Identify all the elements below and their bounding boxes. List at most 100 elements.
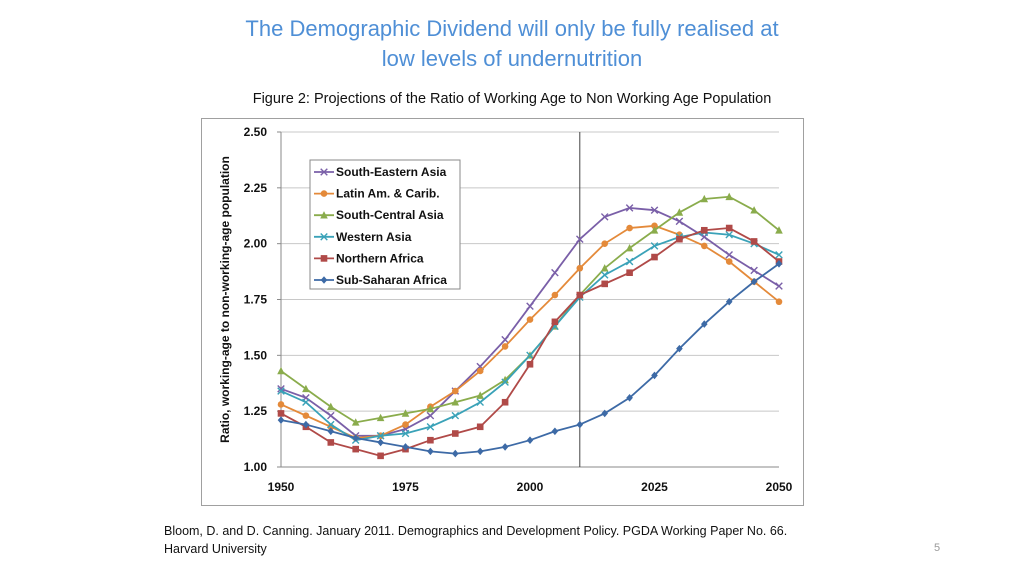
data-point-sub-saharan-africa (676, 344, 683, 353)
data-point-western-asia (501, 378, 509, 386)
data-point-south-central-asia (351, 418, 360, 426)
data-point-northern-africa (676, 235, 683, 243)
slide-title: The Demographic Dividend will only be fu… (112, 14, 912, 74)
data-point-northern-africa (476, 423, 484, 431)
data-point-sub-saharan-africa (277, 416, 285, 424)
data-point-latin-am-carib (402, 421, 409, 428)
data-point-northern-africa (576, 291, 584, 299)
data-point-northern-africa (327, 439, 335, 446)
data-point-western-asia (451, 411, 460, 420)
data-point-western-asia (725, 230, 733, 239)
data-point-south-central-asia (376, 413, 385, 422)
data-point-northern-africa (501, 398, 509, 406)
y-tick-label: 2.50 (244, 125, 268, 139)
data-point-northern-africa (427, 436, 434, 444)
data-point-latin-am-carib (725, 258, 733, 265)
data-point-western-asia (376, 431, 385, 440)
data-point-northern-africa (626, 269, 633, 276)
data-point-sub-saharan-africa (725, 297, 733, 306)
data-point-northern-africa (701, 226, 708, 234)
y-tick-label: 1.75 (244, 293, 268, 307)
data-point-sub-saharan-africa (775, 259, 783, 268)
data-point-northern-africa (452, 430, 459, 437)
data-point-western-asia (526, 351, 534, 360)
series-latin-am-carib (277, 222, 783, 442)
data-point-latin-am-carib (601, 240, 608, 247)
data-point-latin-am-carib (775, 298, 783, 306)
data-point-south-eastern-asia (750, 266, 758, 275)
data-point-sub-saharan-africa (402, 443, 409, 451)
data-point-sub-saharan-africa (626, 393, 633, 402)
legend-label-western-asia: Western Asia (336, 230, 412, 244)
legend-label-latin-am-carib: Latin Am. & Carib. (336, 187, 440, 201)
data-point-western-asia (476, 398, 484, 407)
data-point-south-central-asia (750, 206, 758, 214)
data-point-northern-africa (277, 410, 285, 417)
data-point-western-asia (625, 257, 634, 266)
series-sub-saharan-africa (277, 259, 783, 458)
data-point-south-central-asia (476, 391, 484, 399)
data-point-south-eastern-asia (277, 385, 285, 393)
citation-line-1: Bloom, D. and D. Canning. January 2011. … (164, 524, 788, 538)
data-point-south-eastern-asia (576, 235, 584, 243)
chart-frame: 1.00 1.25 1.50 1.75 2.00 2.25 2.50 1950 1975 2000… (201, 118, 804, 506)
legend-swatch-marker-south-central-asia (320, 211, 328, 219)
data-point-south-eastern-asia (650, 206, 659, 214)
data-point-sub-saharan-africa (501, 443, 509, 451)
data-point-western-asia (277, 387, 285, 395)
data-point-northern-africa (377, 452, 384, 460)
data-point-western-asia (401, 429, 410, 438)
legend-swatch-marker-western-asia (320, 233, 328, 241)
data-point-latin-am-carib (501, 343, 509, 350)
legend-swatch-marker-northern-africa (320, 255, 328, 262)
data-point-south-eastern-asia (501, 335, 509, 344)
data-point-south-central-asia (650, 226, 659, 234)
data-point-south-eastern-asia (600, 213, 609, 221)
data-point-northern-africa (601, 280, 608, 288)
data-point-northern-africa (352, 445, 359, 453)
data-point-sub-saharan-africa (576, 420, 584, 429)
data-point-south-eastern-asia (327, 411, 335, 420)
slide-title-line-2: low levels of undernutrition (381, 46, 643, 71)
data-point-northern-africa (725, 224, 733, 232)
data-point-western-asia (426, 423, 435, 431)
data-point-sub-saharan-africa (377, 438, 384, 447)
legend-swatch-marker-latin-am-carib (320, 190, 328, 197)
data-point-sub-saharan-africa (601, 409, 608, 418)
y-tick-label: 1.00 (244, 460, 268, 474)
x-tick-label: 1975 (392, 480, 419, 494)
data-point-sub-saharan-africa (302, 420, 310, 429)
y-tick-label: 1.50 (244, 348, 268, 362)
data-point-western-asia (302, 398, 310, 407)
data-point-latin-am-carib (452, 387, 459, 395)
data-point-south-eastern-asia (725, 251, 733, 259)
citation: Bloom, D. and D. Canning. January 2011. … (164, 522, 864, 558)
data-point-south-eastern-asia (526, 302, 534, 310)
data-point-south-eastern-asia (775, 282, 783, 290)
data-point-south-central-asia (302, 384, 310, 393)
data-point-western-asia (600, 271, 609, 279)
x-tick-label: 1950 (268, 480, 295, 494)
data-point-south-central-asia (700, 194, 709, 203)
data-point-sub-saharan-africa (526, 436, 534, 444)
legend-label-northern-africa: Northern Africa (336, 251, 424, 265)
data-point-south-central-asia (675, 208, 684, 216)
data-point-northern-africa (750, 238, 758, 245)
legend-box (309, 159, 461, 290)
y-tick-label: 1.25 (244, 404, 268, 418)
data-point-south-central-asia (725, 192, 733, 201)
data-point-south-central-asia (775, 226, 783, 234)
data-point-sub-saharan-africa (452, 449, 459, 458)
data-point-south-central-asia (327, 402, 335, 410)
data-point-latin-am-carib (277, 401, 285, 408)
data-point-latin-am-carib (576, 264, 584, 272)
legend-swatch-marker-south-eastern-asia (320, 168, 328, 176)
legend-label-south-eastern-asia: South-Eastern Asia (336, 165, 447, 179)
slide-title-line-1: The Demographic Dividend will only be fu… (245, 16, 779, 41)
figure-caption: Figure 2: Projections of the Ratio of Wo… (252, 91, 772, 107)
legend-label-south-central-asia: South-Central Asia (336, 208, 444, 222)
data-point-south-central-asia (401, 409, 410, 417)
series-northern-africa (277, 224, 783, 460)
data-point-south-central-asia (277, 366, 285, 375)
x-tick-label: 2050 (766, 480, 793, 494)
